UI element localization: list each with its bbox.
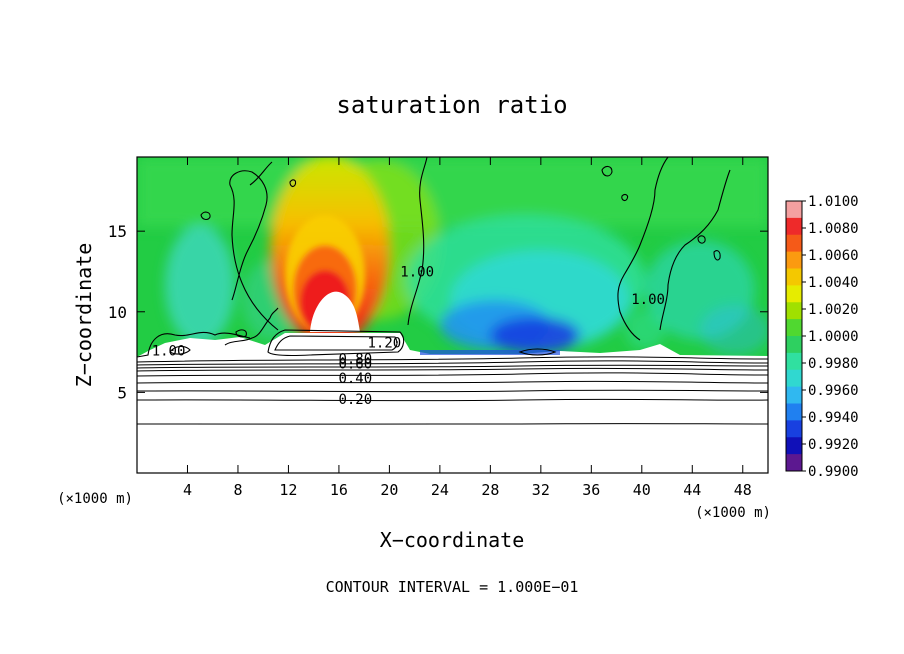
contour-label: 1.20	[367, 335, 401, 351]
field-plume-core	[285, 215, 365, 335]
colorbar-tick-label: 1.0100	[808, 194, 859, 210]
colorbar-tick-label: 0.9900	[808, 464, 859, 480]
blue-rim	[420, 350, 560, 355]
contour-label: 1.00	[400, 264, 434, 280]
colorbar-swatch	[786, 201, 802, 219]
contour-lines	[137, 157, 731, 358]
contour-label: 1.00	[631, 292, 665, 308]
colorbar-swatch	[786, 268, 802, 286]
colorbar-swatch	[786, 437, 802, 455]
contour-labels: 1.200.800.600.40 0.20 1.00 1.00 1.00	[152, 264, 665, 408]
contour-label: 0.60	[338, 356, 372, 372]
y-tick-label: 15	[108, 222, 127, 241]
x-tick-label: 12	[279, 481, 297, 499]
x-tick-label: 44	[683, 481, 701, 499]
x-tick-label: 28	[481, 481, 499, 499]
x-tick-label: 40	[633, 481, 651, 499]
colorbar-tick-label: 1.0020	[808, 302, 859, 318]
x-tick-label: 32	[532, 481, 550, 499]
y-tick-label: 10	[108, 303, 127, 322]
contour-label: 0.80	[338, 352, 372, 368]
colorbar-tick-label: 1.0080	[808, 221, 859, 237]
colorbar-swatch	[786, 234, 802, 253]
colorbar-swatch	[786, 217, 802, 236]
contour-label: 0.20	[338, 392, 372, 408]
colorbar-swatch	[786, 319, 802, 337]
y-axis-title: Z−coordinate	[72, 243, 96, 388]
x-tick-label: 24	[431, 481, 449, 499]
colorbar-swatch	[786, 403, 802, 421]
colorbar-tick-label: 1.0000	[808, 329, 859, 345]
y-axis: 5 10 15	[108, 222, 768, 402]
colorbar-tick-label: 1.0060	[808, 248, 859, 264]
x-tick-label: 16	[330, 481, 348, 499]
colorbar-swatch	[786, 336, 802, 354]
x-axis-title: X−coordinate	[380, 528, 525, 552]
colorbar-swatch	[786, 454, 802, 472]
colorbar-swatch	[786, 386, 802, 404]
colorbar-tick-label: 0.9920	[808, 437, 859, 453]
colorbar-swatch	[786, 420, 802, 438]
x-tick-label: 4	[183, 481, 192, 499]
plot-frame	[136, 156, 769, 474]
contour-label: 1.00	[152, 343, 186, 359]
contour-interval-note: CONTOUR INTERVAL = 1.000E−01	[326, 578, 579, 596]
x-tick-label: 20	[380, 481, 398, 499]
plot-field: 1.200.800.600.40 0.20 1.00 1.00 1.00	[137, 157, 768, 473]
colorbar-tick-label: 0.9960	[808, 383, 859, 399]
y-tick-label: 5	[117, 383, 127, 402]
colorbar-swatch	[786, 369, 802, 388]
colorbar-tick-label: 1.0040	[808, 275, 859, 291]
colorbar-tick-label: 0.9940	[808, 410, 859, 426]
cloud-white-region	[310, 291, 360, 332]
x-axis-unit-right: (×1000 m)	[695, 505, 771, 521]
x-tick-label: 8	[233, 481, 242, 499]
x-axis-unit-left: (×1000 m)	[57, 491, 133, 507]
colorbar: 1.0100 1.0080 1.0060 1.0040 1.0020 1.0000 0.99…	[785, 194, 859, 480]
contour-label: 0.40	[338, 371, 372, 387]
colorbar-swatch	[786, 352, 802, 371]
x-tick-label: 36	[582, 481, 600, 499]
x-axis: 4 8 12 16 20 24 28 32 36 40 44 48	[183, 157, 752, 499]
x-tick-label: 48	[734, 481, 752, 499]
colorbar-swatch	[786, 251, 802, 269]
stratified-contours	[137, 356, 768, 425]
colorbar-swatch	[786, 302, 802, 320]
colorbar-swatch	[786, 285, 802, 303]
colorbar-tick-label: 0.9980	[808, 356, 859, 372]
chart-title: saturation ratio	[336, 91, 567, 119]
